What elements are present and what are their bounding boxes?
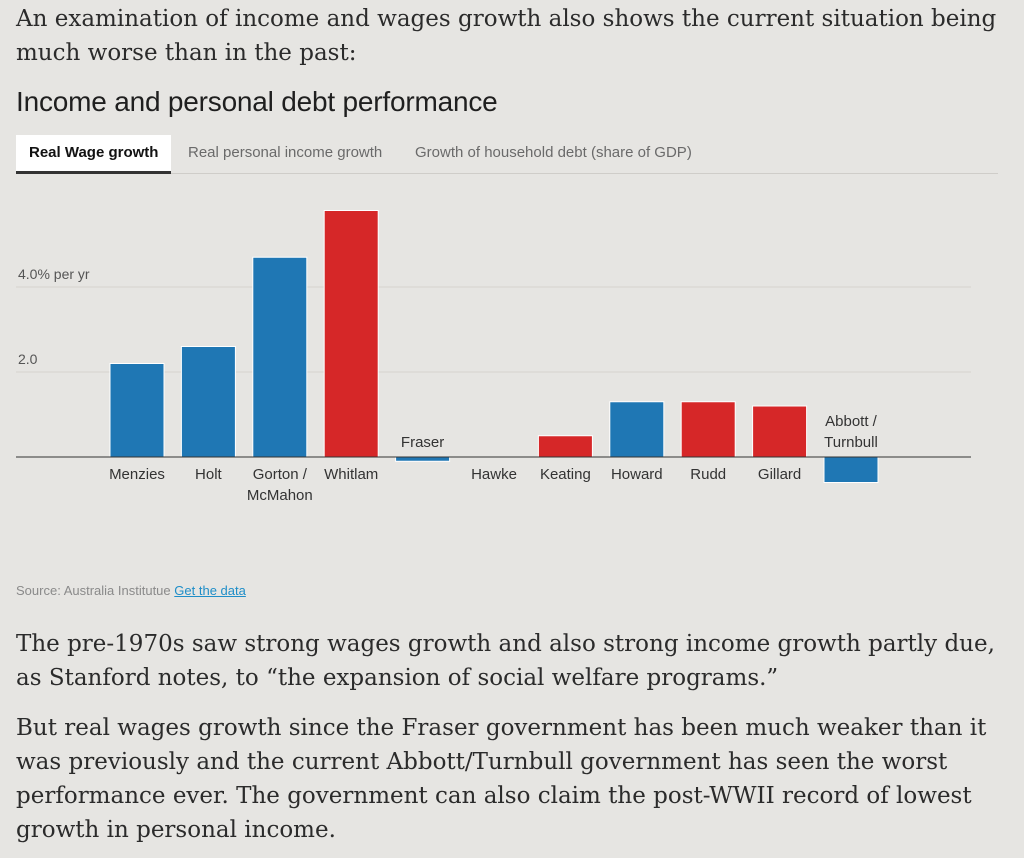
- get-the-data-link[interactable]: Get the data: [174, 583, 246, 598]
- y-tick-label-1: 4.0% per yr: [18, 266, 90, 282]
- category-label-5: Hawke: [471, 466, 517, 483]
- category-label-9: Gillard: [758, 466, 801, 483]
- body-paragraph-1: The pre-1970s saw strong wages growth an…: [16, 631, 995, 691]
- chart-title: Income and personal debt performance: [16, 86, 498, 117]
- bar-2: [252, 256, 308, 458]
- bar-chart: 2.0 4.0% per yr Menzies Holt Gorton / McMaho…: [16, 210, 971, 504]
- tab-real-personal-income-growth[interactable]: Real personal income growth: [188, 144, 383, 161]
- y-tick-label-0: 2.0: [18, 351, 38, 367]
- bar-8: [680, 401, 736, 458]
- bar-9: [752, 405, 808, 458]
- category-label-2: Gorton / McMahon: [247, 466, 313, 504]
- category-label-0: Menzies: [109, 466, 165, 483]
- source-label: Source: Australia Institutue: [16, 583, 171, 598]
- category-label-4: Fraser: [401, 434, 444, 451]
- category-label-6: Keating: [540, 466, 591, 483]
- category-label-3: Whitlam: [324, 466, 378, 483]
- chart-source: Source: Australia Institutue Get the dat…: [16, 583, 246, 598]
- bar-4: [395, 456, 451, 462]
- body-paragraph-2: But real wages growth since the Fraser g…: [16, 715, 987, 843]
- chart-tabs: Real Wage growth Real personal income gr…: [16, 135, 998, 174]
- intro-paragraph: An examination of income and wages growt…: [16, 6, 997, 66]
- tab-real-wage-growth[interactable]: Real Wage growth: [16, 135, 172, 174]
- category-label-10: Abbott / Turnbull: [824, 413, 878, 451]
- bar-6: [537, 435, 593, 458]
- bar-7: [609, 401, 665, 458]
- bar-0: [109, 363, 165, 458]
- bar-10: [823, 456, 879, 483]
- category-label-1: Holt: [195, 466, 223, 483]
- category-label-8: Rudd: [690, 466, 726, 483]
- bar-1: [180, 346, 236, 458]
- tab-household-debt-growth[interactable]: Growth of household debt (share of GDP): [415, 144, 692, 161]
- bar-3: [323, 210, 379, 458]
- category-label-7: Howard: [611, 466, 663, 483]
